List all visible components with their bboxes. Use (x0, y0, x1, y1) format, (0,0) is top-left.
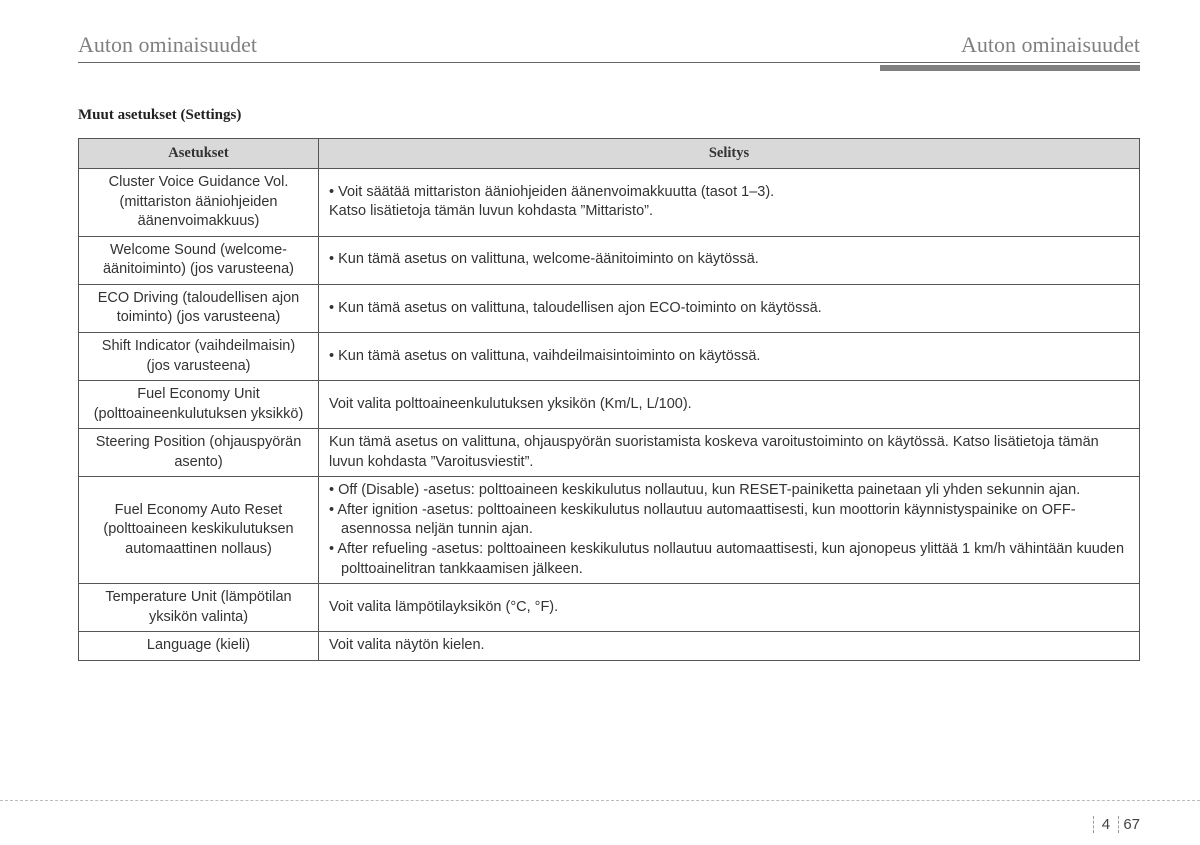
setting-cell: Fuel Economy Auto Reset (polttoaineen ke… (79, 477, 319, 584)
table-row: Welcome Sound (welcome-äänitoiminto) (jo… (79, 236, 1140, 284)
description-cell: • Kun tämä asetus on valittuna, vaihdeil… (319, 332, 1140, 380)
table-row: Fuel Economy Unit (polttoaineenkulutukse… (79, 381, 1140, 429)
section-title: Muut asetukset (Settings) (78, 107, 1140, 124)
col-header-desc: Selitys (319, 139, 1140, 169)
description-cell: • Kun tämä asetus on valittuna, taloudel… (319, 284, 1140, 332)
settings-table: Asetukset Selitys Cluster Voice Guidance… (78, 138, 1140, 661)
table-row: Temperature Unit (lämpötilan yksikön val… (79, 584, 1140, 632)
setting-cell: ECO Driving (taloudellisen ajon toiminto… (79, 284, 319, 332)
description-cell: • Voit säätää mittariston ääniohjeiden ä… (319, 169, 1140, 237)
setting-cell: Cluster Voice Guidance Vol. (mittariston… (79, 169, 319, 237)
setting-cell: Shift Indicator (vaihdeilmaisin) (jos va… (79, 332, 319, 380)
chapter-number: 4 (1102, 816, 1119, 833)
setting-cell: Language (kieli) (79, 632, 319, 661)
description-cell: Kun tämä asetus on valittuna, ohjauspyör… (319, 429, 1140, 477)
description-cell: • Kun tämä asetus on valittuna, welcome-… (319, 236, 1140, 284)
description-cell: Voit valita polttoaineenkulutuksen yksik… (319, 381, 1140, 429)
setting-cell: Fuel Economy Unit (polttoaineenkulutukse… (79, 381, 319, 429)
page-number: 67 (1123, 816, 1140, 833)
setting-cell: Steering Position (ohjauspyörän asento) (79, 429, 319, 477)
header-left: Auton ominaisuudet (78, 32, 257, 58)
page-footer: 4 67 (1093, 816, 1140, 833)
header-accent-bar (880, 65, 1140, 71)
setting-cell: Welcome Sound (welcome-äänitoiminto) (jo… (79, 236, 319, 284)
col-header-setting: Asetukset (79, 139, 319, 169)
description-cell: Off (Disable) -asetus: polttoaineen kesk… (319, 477, 1140, 584)
table-row: Language (kieli)Voit valita näytön kiele… (79, 632, 1140, 661)
description-cell: Voit valita näytön kielen. (319, 632, 1140, 661)
table-row: Shift Indicator (vaihdeilmaisin) (jos va… (79, 332, 1140, 380)
setting-cell: Temperature Unit (lämpötilan yksikön val… (79, 584, 319, 632)
description-cell: Voit valita lämpötilayksikön (°C, °F). (319, 584, 1140, 632)
table-row: Fuel Economy Auto Reset (polttoaineen ke… (79, 477, 1140, 584)
page-header: Auton ominaisuudet Auton ominaisuudet (78, 32, 1140, 63)
footer-divider (0, 800, 1200, 801)
table-row: Cluster Voice Guidance Vol. (mittariston… (79, 169, 1140, 237)
header-right: Auton ominaisuudet (961, 32, 1140, 58)
table-row: Steering Position (ohjauspyörän asento)K… (79, 429, 1140, 477)
table-row: ECO Driving (taloudellisen ajon toiminto… (79, 284, 1140, 332)
